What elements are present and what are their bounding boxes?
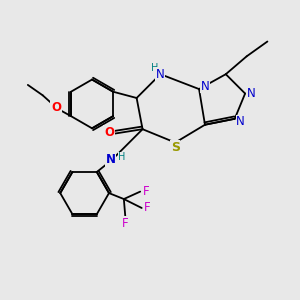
Text: O: O (51, 101, 61, 114)
Text: H: H (152, 63, 159, 73)
Text: N: N (201, 80, 209, 93)
Text: N: N (156, 68, 165, 81)
Text: F: F (122, 217, 129, 230)
Text: H: H (118, 152, 125, 162)
Text: S: S (171, 140, 180, 154)
Text: O: O (104, 126, 114, 139)
Text: N: N (106, 153, 116, 166)
Text: N: N (236, 115, 245, 128)
Text: F: F (144, 202, 151, 214)
Text: F: F (143, 185, 149, 198)
Text: N: N (247, 87, 255, 100)
